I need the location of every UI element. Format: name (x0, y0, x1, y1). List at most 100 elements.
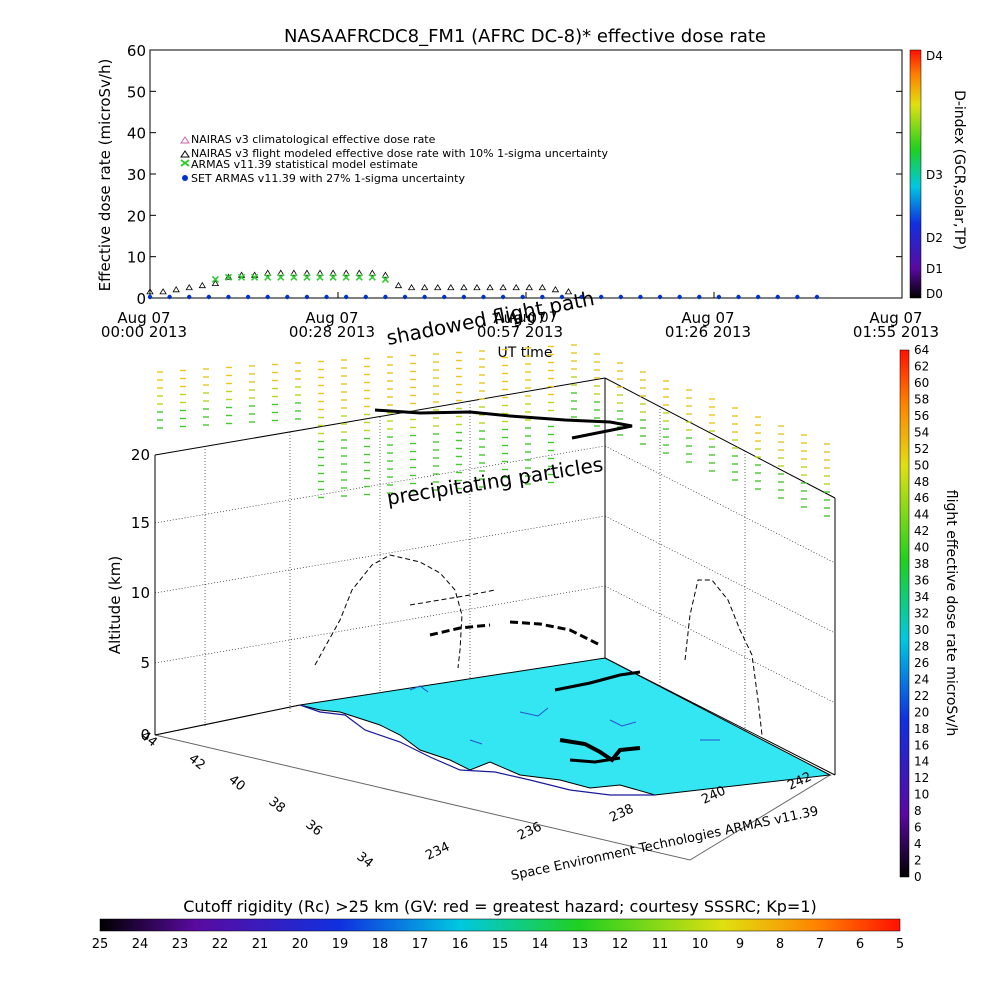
rigidity-tick: 9 (736, 937, 744, 952)
dose-tick: 40 (914, 541, 929, 555)
data-point (285, 294, 290, 300)
y-axis-label: Effective dose rate (microSv/h) (96, 59, 114, 292)
rigidity-tick: 22 (212, 937, 229, 952)
rigidity-tick: 13 (572, 937, 589, 952)
data-point (342, 273, 350, 281)
rigidity-tick: 8 (776, 937, 784, 952)
data-point (342, 269, 350, 276)
d-index-tick: D3 (926, 168, 943, 182)
credit-label: Space Environment Technologies ARMAS v11… (510, 804, 820, 884)
y-axis: 0 10 20 30 40 50 60 (127, 42, 902, 308)
data-point (697, 294, 702, 300)
legend: NAIRAS v3 climatological effective dose … (180, 133, 608, 185)
rigidity-title: Cutoff rigidity (Rc) >25 km (GV: red = g… (183, 897, 817, 916)
data-point (172, 286, 180, 293)
rigidity-tick: 5 (896, 937, 904, 952)
legend-marker (180, 159, 190, 167)
x-tick-time: 00:57 2013 (477, 323, 563, 341)
data-point (460, 283, 468, 291)
data-point (512, 283, 520, 291)
rigidity-tick: 21 (252, 937, 269, 952)
data-point (368, 269, 377, 276)
data-point (525, 283, 533, 291)
data-point (355, 269, 363, 276)
data-point (211, 275, 219, 283)
dose-tick: 12 (914, 771, 929, 785)
flight-path-shadow-left (314, 554, 463, 669)
data-point (814, 294, 820, 300)
data-point (755, 294, 761, 300)
data-point (265, 294, 270, 300)
rigidity-colorbar (99, 918, 901, 932)
altitude-axis-label: Altitude (km) (106, 556, 124, 654)
data-point (381, 271, 390, 278)
x-tick-time: 00:28 2013 (289, 323, 375, 341)
data-point (540, 294, 545, 300)
data-point (407, 283, 416, 291)
x-axis-label: UT time (498, 345, 553, 361)
data-point (447, 283, 455, 291)
y-tick-label: 10 (127, 249, 146, 267)
flight-path-segment (554, 670, 641, 692)
data-point (559, 294, 565, 300)
data-point (420, 283, 429, 291)
altitude-tick: 20 (131, 446, 150, 464)
data-point (368, 273, 376, 281)
data-point (159, 288, 167, 295)
data-point (381, 275, 389, 283)
data-point (599, 294, 604, 300)
rigidity-tick: 23 (172, 937, 189, 952)
inland-contours (409, 685, 720, 745)
data-point (461, 294, 467, 300)
data-point (442, 294, 447, 300)
flight-path-shadow-right (684, 579, 763, 736)
data-point (206, 294, 212, 300)
data-point (303, 273, 311, 281)
rigidity-tick: 25 (92, 937, 109, 952)
flight-path-segment (569, 756, 621, 764)
data-point (198, 281, 207, 289)
x-tick-date: Aug 07 (681, 309, 734, 327)
y-tick-label: 60 (127, 42, 146, 60)
data-point (355, 273, 363, 281)
latitude-tick: 40 (226, 772, 248, 794)
precipitating-particles (157, 344, 830, 517)
data-point (551, 286, 560, 293)
rigidity-tick: 11 (652, 937, 669, 952)
dose-tick: 42 (914, 524, 929, 538)
legend-label: NAIRAS v3 climatological effective dose … (191, 133, 436, 146)
data-point (147, 294, 153, 300)
dose-tick: 8 (914, 804, 922, 818)
legend-label: SET ARMAS v11.39 with 27% 1-sigma uncert… (191, 172, 465, 185)
dose-tick: 6 (914, 821, 922, 835)
rigidity-tick: 18 (372, 937, 389, 952)
y-tick-label: 50 (127, 83, 146, 101)
data-point (564, 288, 573, 295)
rigidity-tick: 16 (452, 937, 469, 952)
x-tick-date: Aug 07 (305, 309, 358, 327)
dose-tick: 10 (914, 788, 929, 802)
dose-tick: 22 (914, 689, 929, 703)
latitude-tick: 34 (354, 849, 376, 871)
y-tick-label: 40 (127, 125, 146, 143)
data-point (329, 273, 337, 281)
data-point (422, 294, 427, 300)
x-tick-date: Aug 07 (493, 309, 546, 327)
d-index-tick: D4 (926, 49, 943, 63)
dose-tick: 4 (914, 837, 922, 851)
data-point (237, 273, 246, 281)
dose-tick: 64 (914, 343, 929, 357)
altitude-tick: 10 (131, 584, 150, 602)
dose-tick: 18 (914, 722, 929, 736)
data-point (329, 269, 337, 276)
x-tick-date: Aug 07 (117, 309, 170, 327)
data-point (290, 273, 298, 281)
legend-marker (182, 175, 188, 181)
data-point (481, 294, 486, 300)
data-point (520, 294, 525, 300)
data-point (736, 294, 741, 300)
data-point (677, 294, 682, 300)
rigidity-tick: 10 (692, 937, 709, 952)
dose-tick: 56 (914, 409, 929, 423)
